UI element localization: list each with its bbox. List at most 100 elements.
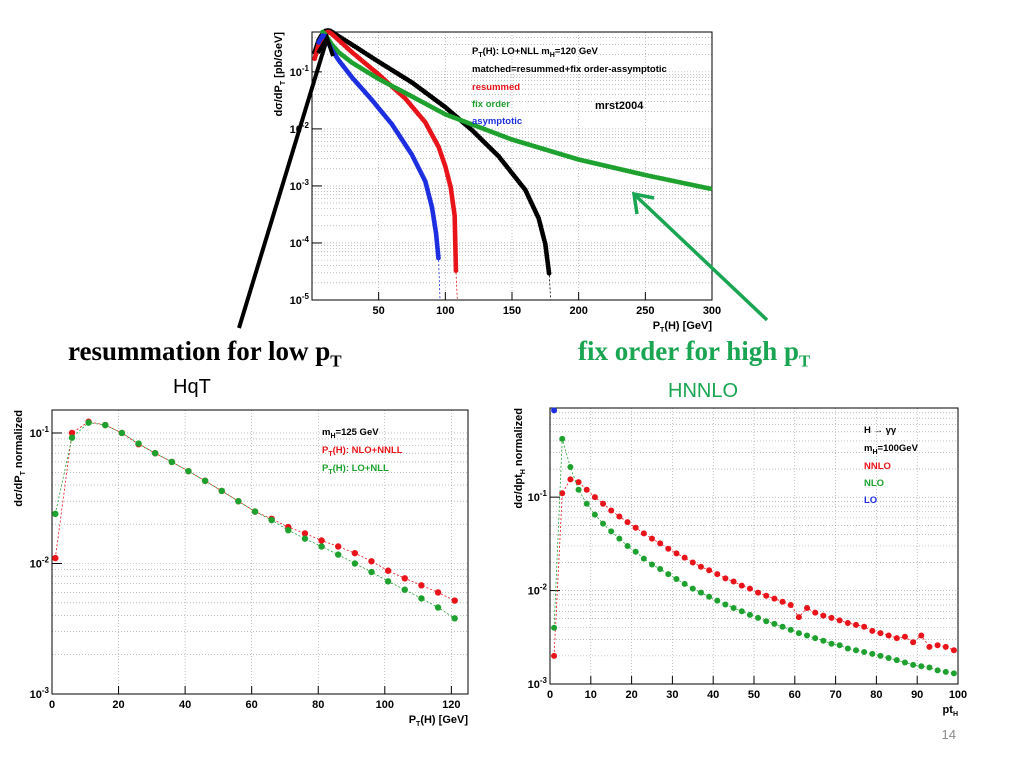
data-point bbox=[722, 575, 729, 582]
data-point bbox=[934, 667, 941, 674]
data-point bbox=[689, 585, 696, 592]
data-point bbox=[351, 549, 359, 557]
data-point bbox=[714, 571, 721, 578]
data-point bbox=[771, 620, 778, 627]
data-point bbox=[285, 526, 292, 534]
plot-frame bbox=[51, 409, 469, 695]
legend-entry: asymptotic bbox=[472, 116, 522, 127]
data-point bbox=[942, 668, 949, 675]
data-point bbox=[738, 582, 745, 589]
x-tick-label: 120 bbox=[442, 699, 460, 711]
data-point bbox=[689, 559, 696, 566]
data-point bbox=[746, 611, 753, 618]
hnnlo-plot: 0 10 20 30 40 50 60 70 80 90 100 10-1 10-2 10-3 ptH dσ/… bbox=[513, 407, 967, 718]
data-point bbox=[649, 561, 655, 568]
data-point bbox=[418, 582, 425, 589]
data-point bbox=[665, 545, 672, 552]
data-point bbox=[168, 458, 176, 466]
hqt-chart: 0 20 40 60 80 100 120 10-1 10-2 10-3 PT(H) [GeV] dσ… bbox=[0, 398, 478, 728]
data-point bbox=[706, 593, 713, 600]
data-point bbox=[893, 635, 900, 642]
data-point bbox=[942, 643, 949, 650]
y-tick-label: 10-1 bbox=[528, 489, 548, 504]
left-caption-sub: T bbox=[330, 351, 342, 371]
data-point bbox=[657, 540, 664, 547]
data-point bbox=[384, 578, 392, 585]
data-point bbox=[624, 543, 631, 549]
data-point bbox=[401, 575, 408, 582]
data-point bbox=[804, 632, 811, 639]
data-point bbox=[436, 255, 441, 261]
x-tick-label: 90 bbox=[911, 689, 923, 701]
right-arrow-head bbox=[631, 191, 655, 215]
data-point bbox=[68, 434, 76, 441]
data-point bbox=[318, 537, 325, 544]
left-arrow-line bbox=[237, 41, 328, 329]
data-point bbox=[567, 476, 574, 483]
y-axis-title: dσ/dPT [pb/GeV] bbox=[273, 32, 287, 117]
data-point bbox=[201, 477, 209, 485]
data-point bbox=[591, 511, 598, 518]
data-point bbox=[673, 550, 680, 557]
data-point bbox=[151, 449, 159, 457]
x-tick-label: 50 bbox=[748, 689, 760, 701]
data-point bbox=[697, 563, 704, 570]
x-tick-label: 40 bbox=[179, 699, 191, 711]
data-point bbox=[235, 498, 242, 505]
data-point bbox=[779, 598, 786, 605]
data-point bbox=[812, 609, 819, 616]
matched-spectrum-plot: 50 100 150 200 250 30010-110-210-310-410-5PT(… bbox=[273, 28, 721, 334]
data-point bbox=[218, 487, 225, 495]
data-point bbox=[885, 632, 892, 639]
data-point bbox=[722, 601, 729, 608]
data-point bbox=[673, 576, 680, 583]
right-caption-text: fix order for high p bbox=[578, 336, 800, 366]
data-point bbox=[318, 543, 325, 550]
data-point bbox=[918, 663, 925, 670]
data-point bbox=[135, 440, 142, 447]
data-point bbox=[649, 535, 655, 542]
data-point bbox=[251, 508, 259, 515]
data-point bbox=[877, 652, 884, 659]
matched-spectrum-chart: 50 100 150 200 250 300 10-1 10-2 10-3 10-4 10-5 PT(… bbox=[262, 24, 722, 340]
resummed-dropline bbox=[455, 272, 458, 301]
x-axis-title: PT(H) [GeV] bbox=[409, 714, 469, 728]
data-point bbox=[102, 421, 109, 429]
data-point bbox=[335, 551, 342, 558]
data-point bbox=[368, 558, 375, 565]
x-tick-label: 300 bbox=[703, 305, 721, 317]
x-tick-label: 60 bbox=[246, 699, 258, 711]
data-point bbox=[68, 429, 76, 437]
data-point bbox=[934, 642, 941, 649]
legend-subtitle: mH=100GeV bbox=[864, 443, 919, 456]
x-tick-label: 0 bbox=[547, 689, 553, 701]
data-point bbox=[608, 528, 615, 535]
data-point bbox=[559, 435, 566, 442]
data-point bbox=[551, 407, 558, 414]
x-tick-label: 80 bbox=[870, 689, 882, 701]
data-point bbox=[812, 635, 819, 642]
x-tick-label: 40 bbox=[707, 689, 719, 701]
data-point bbox=[820, 612, 827, 619]
data-point bbox=[451, 615, 458, 622]
y-tick-label: 10-2 bbox=[30, 555, 50, 570]
data-point bbox=[893, 657, 900, 664]
data-point bbox=[877, 630, 884, 637]
data-point bbox=[755, 589, 762, 596]
data-point bbox=[763, 618, 770, 625]
data-point bbox=[926, 664, 933, 671]
data-point bbox=[885, 654, 892, 661]
y-tick-label: 10-2 bbox=[528, 583, 548, 598]
data-point bbox=[950, 670, 957, 677]
data-point bbox=[844, 619, 851, 626]
data-point bbox=[640, 530, 647, 537]
data-point bbox=[910, 639, 917, 646]
data-point bbox=[795, 630, 802, 637]
data-point bbox=[118, 429, 126, 437]
hnnlo-chart: 0 10 20 30 40 50 60 70 80 90 100 10-1 10-2 10-3 ptH dσ/… bbox=[508, 398, 976, 728]
x-tick-label: 100 bbox=[436, 305, 454, 317]
data-point bbox=[453, 268, 459, 273]
data-point bbox=[901, 659, 908, 666]
data-point bbox=[616, 535, 623, 542]
data-point bbox=[901, 633, 908, 640]
